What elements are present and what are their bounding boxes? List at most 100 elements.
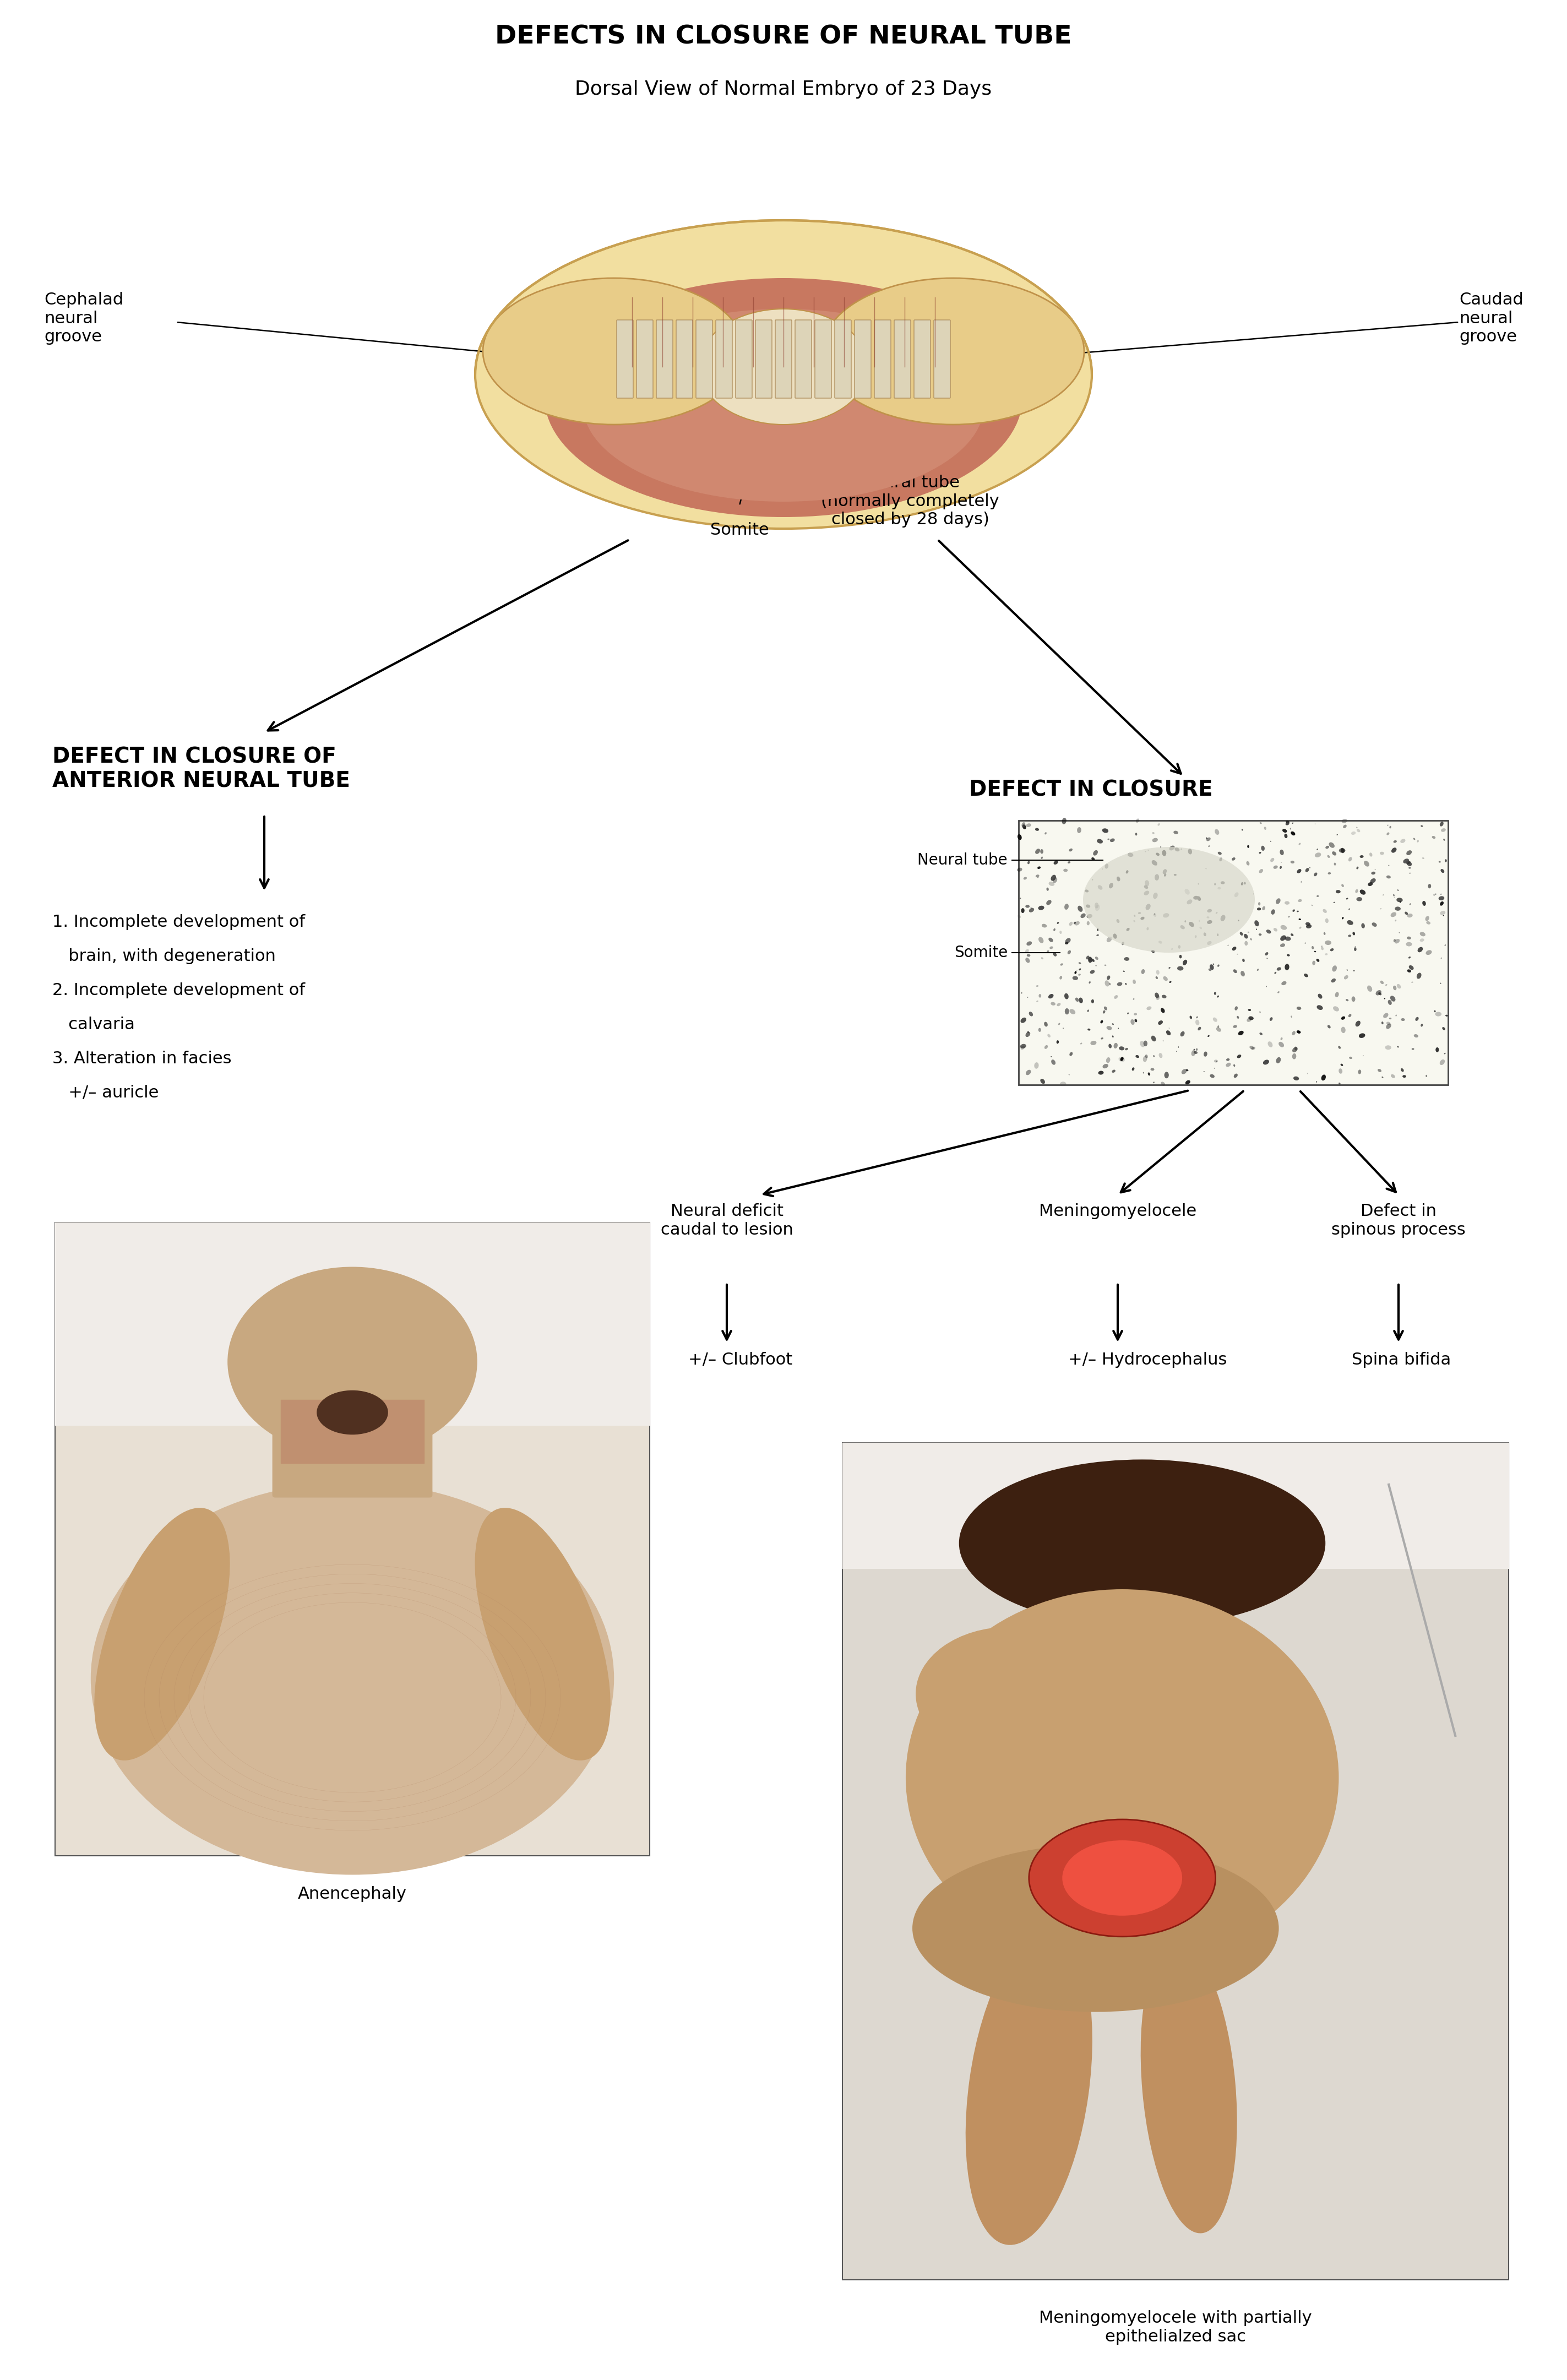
Ellipse shape xyxy=(1064,869,1067,871)
Ellipse shape xyxy=(1119,1047,1125,1050)
Ellipse shape xyxy=(1276,1057,1280,1064)
FancyBboxPatch shape xyxy=(854,319,871,397)
Ellipse shape xyxy=(1312,945,1313,950)
Ellipse shape xyxy=(1163,869,1167,873)
Ellipse shape xyxy=(1442,828,1446,833)
Ellipse shape xyxy=(1381,981,1384,985)
Ellipse shape xyxy=(1153,892,1158,900)
Ellipse shape xyxy=(1387,1023,1391,1028)
Ellipse shape xyxy=(1026,823,1031,828)
Ellipse shape xyxy=(1161,995,1166,997)
Ellipse shape xyxy=(1293,1054,1296,1059)
Ellipse shape xyxy=(1166,1031,1171,1035)
Ellipse shape xyxy=(1246,862,1249,866)
FancyBboxPatch shape xyxy=(273,1378,432,1497)
Ellipse shape xyxy=(1241,883,1243,885)
Ellipse shape xyxy=(1440,821,1443,826)
Ellipse shape xyxy=(1324,940,1332,945)
Ellipse shape xyxy=(1244,933,1247,938)
Ellipse shape xyxy=(1040,850,1044,854)
Ellipse shape xyxy=(1106,1057,1111,1064)
Ellipse shape xyxy=(1238,1031,1244,1035)
Ellipse shape xyxy=(1390,912,1396,916)
Ellipse shape xyxy=(1048,881,1055,885)
Ellipse shape xyxy=(1036,873,1039,878)
Ellipse shape xyxy=(823,278,1084,424)
Ellipse shape xyxy=(1440,869,1445,873)
Ellipse shape xyxy=(545,278,1022,516)
Ellipse shape xyxy=(1252,1047,1255,1050)
Ellipse shape xyxy=(1158,823,1160,826)
Ellipse shape xyxy=(1357,866,1359,869)
Ellipse shape xyxy=(1423,902,1426,907)
Ellipse shape xyxy=(1197,897,1200,902)
Ellipse shape xyxy=(1180,926,1185,928)
Ellipse shape xyxy=(1163,914,1169,919)
Ellipse shape xyxy=(1395,907,1401,912)
Ellipse shape xyxy=(1026,942,1033,945)
Ellipse shape xyxy=(1155,873,1160,881)
Text: +/– Hydrocephalus: +/– Hydrocephalus xyxy=(1069,1352,1227,1368)
Ellipse shape xyxy=(1269,1016,1272,1021)
Ellipse shape xyxy=(1285,833,1288,838)
Ellipse shape xyxy=(1188,850,1192,854)
Ellipse shape xyxy=(1393,940,1396,942)
Ellipse shape xyxy=(1156,852,1160,857)
Ellipse shape xyxy=(1232,947,1236,950)
Ellipse shape xyxy=(1401,838,1406,843)
Ellipse shape xyxy=(1059,931,1062,933)
Ellipse shape xyxy=(1244,940,1247,945)
Ellipse shape xyxy=(1348,857,1352,862)
Ellipse shape xyxy=(1047,900,1051,904)
FancyBboxPatch shape xyxy=(835,319,851,397)
Ellipse shape xyxy=(1330,947,1334,952)
Ellipse shape xyxy=(1175,847,1180,852)
Ellipse shape xyxy=(1051,876,1056,881)
Ellipse shape xyxy=(1050,947,1053,950)
Text: Somite: Somite xyxy=(710,521,769,538)
Ellipse shape xyxy=(1357,897,1362,902)
Ellipse shape xyxy=(1216,1028,1221,1033)
Ellipse shape xyxy=(1039,938,1044,942)
Ellipse shape xyxy=(1291,831,1296,835)
Ellipse shape xyxy=(1182,1069,1186,1073)
Ellipse shape xyxy=(1406,862,1410,864)
Ellipse shape xyxy=(1169,845,1175,850)
Ellipse shape xyxy=(1435,1047,1439,1052)
Ellipse shape xyxy=(1265,826,1266,831)
Ellipse shape xyxy=(1125,1047,1128,1050)
Ellipse shape xyxy=(1285,902,1290,904)
Ellipse shape xyxy=(1189,1016,1192,1019)
Ellipse shape xyxy=(1370,878,1376,883)
Ellipse shape xyxy=(1407,969,1412,973)
Ellipse shape xyxy=(1279,1042,1283,1047)
Text: Neural tube
(normally completely
closed by 28 days): Neural tube (normally completely closed … xyxy=(821,474,1000,528)
Ellipse shape xyxy=(1139,1040,1145,1047)
Ellipse shape xyxy=(1420,933,1426,935)
Text: DEFECTS IN CLOSURE OF NEURAL TUBE: DEFECTS IN CLOSURE OF NEURAL TUBE xyxy=(495,24,1072,50)
Ellipse shape xyxy=(1218,964,1219,966)
Ellipse shape xyxy=(1296,1031,1301,1033)
Ellipse shape xyxy=(1113,933,1117,938)
Ellipse shape xyxy=(1062,1840,1182,1916)
Ellipse shape xyxy=(1305,921,1310,926)
Ellipse shape xyxy=(1221,881,1225,885)
Ellipse shape xyxy=(1243,959,1244,962)
Ellipse shape xyxy=(1208,969,1211,971)
Ellipse shape xyxy=(1280,866,1282,869)
Ellipse shape xyxy=(1232,857,1235,862)
FancyBboxPatch shape xyxy=(675,319,693,397)
Ellipse shape xyxy=(1086,957,1089,959)
Ellipse shape xyxy=(1091,1040,1097,1045)
Ellipse shape xyxy=(1280,926,1287,931)
Ellipse shape xyxy=(1235,1007,1238,1012)
Ellipse shape xyxy=(1066,938,1070,942)
FancyBboxPatch shape xyxy=(815,319,832,397)
Ellipse shape xyxy=(1393,840,1396,843)
Ellipse shape xyxy=(1348,1014,1351,1016)
Ellipse shape xyxy=(1136,819,1139,823)
Text: Meningomyelocele: Meningomyelocele xyxy=(1039,1204,1197,1219)
Ellipse shape xyxy=(1130,1019,1135,1026)
Ellipse shape xyxy=(1371,923,1377,926)
Ellipse shape xyxy=(1218,852,1222,854)
